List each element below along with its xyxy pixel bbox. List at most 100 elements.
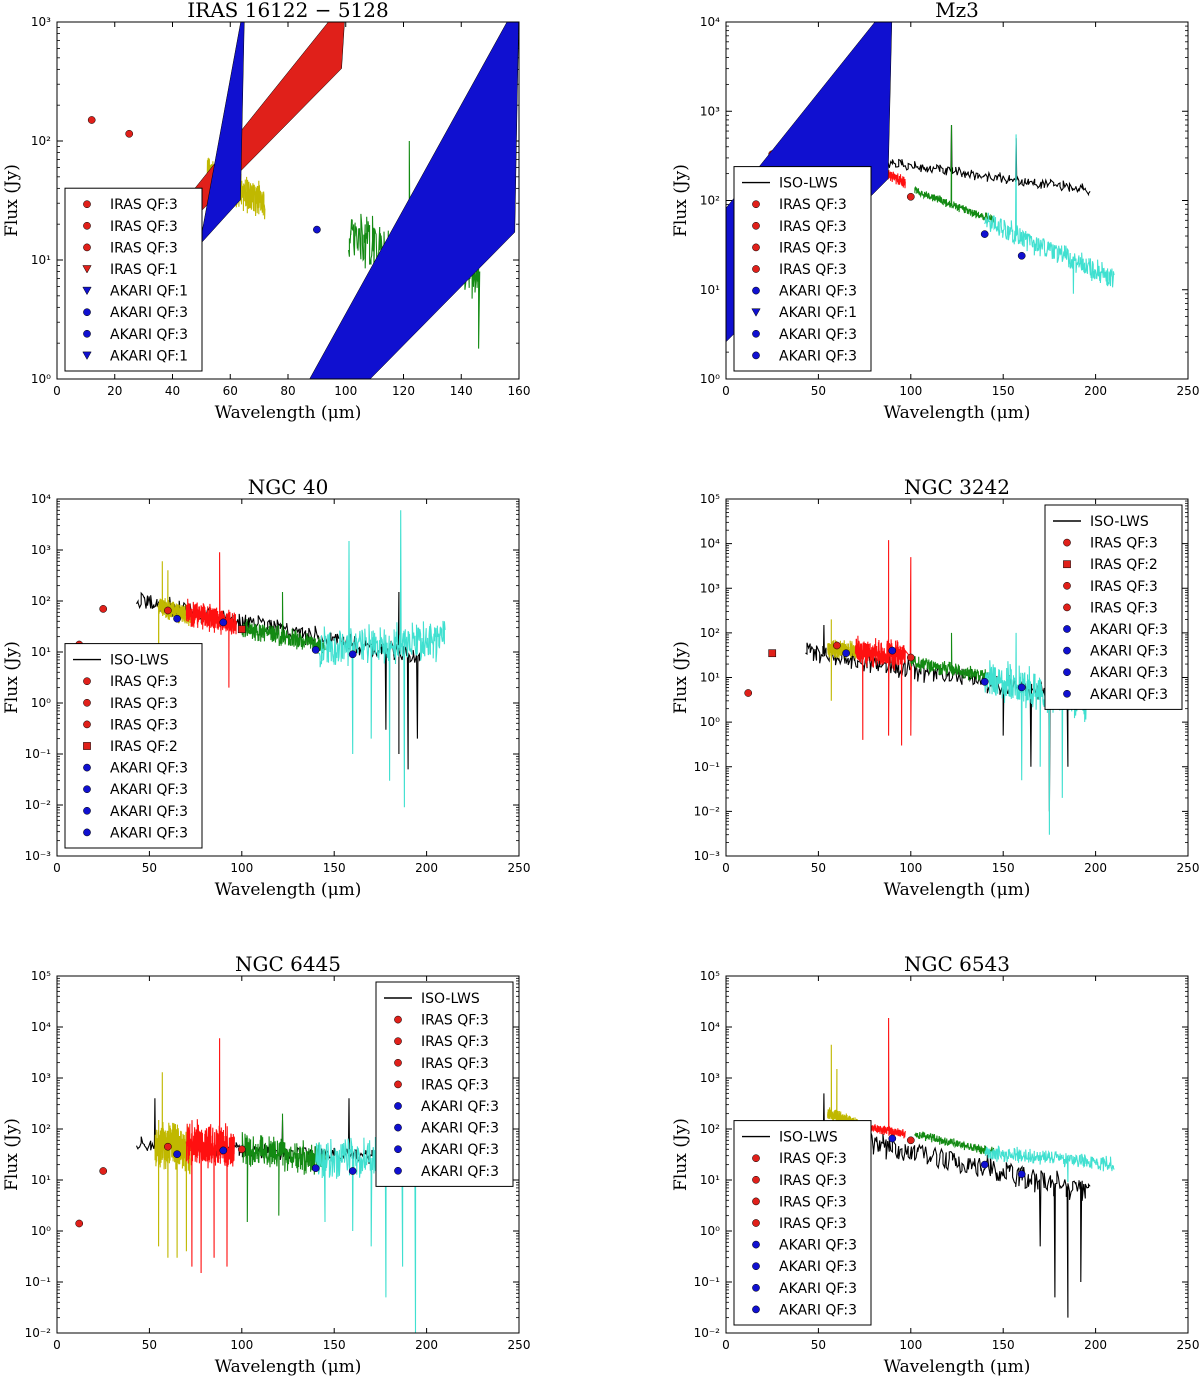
legend-box <box>64 187 203 372</box>
y-tick-label: 10⁰ <box>700 372 720 386</box>
x-tick-label: 50 <box>142 861 157 875</box>
y-axis-label: Flux (Jy) <box>671 1118 691 1191</box>
spectrum-line <box>185 1038 235 1274</box>
legend-marker <box>83 243 91 252</box>
data-point <box>980 230 989 238</box>
legend-marker <box>1063 668 1071 677</box>
y-tick-label: 10⁻¹ <box>25 1275 52 1289</box>
legend-label: IRAS QF:3 <box>779 1194 847 1210</box>
legend-label: IRAS QF:3 <box>110 717 178 733</box>
x-axis-label: Wavelength (μm) <box>215 880 362 900</box>
spectrum-line <box>854 540 912 746</box>
y-tick-label: 10⁻² <box>25 1326 52 1340</box>
legend-marker <box>751 308 761 317</box>
data-point <box>1017 683 1026 692</box>
legend-label: ISO-LWS <box>1090 514 1149 530</box>
data-point <box>311 646 320 654</box>
x-tick-label: 200 <box>415 861 438 875</box>
x-tick-label: 100 <box>334 384 357 398</box>
y-tick-label: 10¹ <box>700 283 720 297</box>
x-axis-label: Wavelength (μm) <box>215 403 362 423</box>
data-point <box>309 22 519 379</box>
x-tick-label: 60 <box>223 384 238 398</box>
legend-marker <box>752 1175 760 1184</box>
y-tick-label: 10⁰ <box>31 372 51 386</box>
legend-marker <box>1063 625 1071 633</box>
y-tick-label: 10⁵ <box>700 492 720 506</box>
legend-marker <box>752 1219 760 1227</box>
legend-marker <box>83 720 91 729</box>
legend-label: IRAS QF:3 <box>1090 600 1158 616</box>
chart-title: Mz3 <box>935 0 979 22</box>
axes-frame <box>725 975 1189 1334</box>
data-point <box>99 1167 108 1175</box>
axes-frame <box>56 21 520 380</box>
y-tick-label: 10⁴ <box>31 492 51 506</box>
legend-marker <box>83 200 91 209</box>
y-tick-label: 10² <box>700 194 720 208</box>
data-point <box>348 650 357 659</box>
data-point <box>125 129 134 138</box>
x-tick-label: 200 <box>1084 861 1107 875</box>
y-tick-label: 10¹ <box>31 1173 51 1187</box>
legend-marker <box>394 1102 402 1110</box>
data-point <box>99 605 108 613</box>
x-tick-label: 40 <box>165 384 180 398</box>
data-point <box>1017 251 1026 260</box>
spectrum-line <box>157 561 191 719</box>
data-point <box>906 192 915 201</box>
x-tick-label: 80 <box>280 384 295 398</box>
data-point <box>87 116 96 124</box>
legend-label: IRAS QF:3 <box>1090 579 1158 595</box>
legend-label: AKARI QF:3 <box>779 1259 857 1275</box>
data-point <box>173 614 181 623</box>
legend-marker <box>752 200 760 209</box>
spectrum-line <box>318 510 446 808</box>
y-axis-label: Flux (Jy) <box>671 641 691 714</box>
legend-label: AKARI QF:3 <box>1090 665 1168 681</box>
x-tick-label: 140 <box>450 384 473 398</box>
legend: IRAS QF:3 IRAS QF:3 IRAS QF:3 IRAS QF:1 AKAR… <box>64 187 203 372</box>
plot-area <box>75 510 446 808</box>
y-tick-label: 10⁻² <box>25 798 52 812</box>
legend-label: AKARI QF:3 <box>779 1302 857 1318</box>
y-tick-label: 10³ <box>700 581 720 595</box>
legend: ISO-LWS IRAS QF:3 IRAS QF:3 IRAS QF:3 IRAS Q… <box>733 1120 872 1326</box>
legend-marker <box>1063 581 1071 590</box>
data-point <box>75 1219 84 1228</box>
x-tick-label: 100 <box>899 861 922 875</box>
spectrum-line <box>185 552 237 688</box>
plot-area <box>726 22 1115 343</box>
data-point <box>219 1146 228 1155</box>
legend-label: ISO-LWS <box>779 176 838 192</box>
y-tick-label: 10¹ <box>700 1173 720 1187</box>
legend-marker <box>83 677 91 686</box>
legend-marker <box>1063 603 1071 612</box>
legend-marker <box>752 286 760 295</box>
legend-marker <box>1063 689 1071 698</box>
spectrum-line <box>984 134 1115 294</box>
legend-marker <box>752 243 760 252</box>
legend-marker <box>394 1080 402 1089</box>
legend-marker <box>394 1015 402 1024</box>
legend-label: IRAS QF:2 <box>1090 557 1158 573</box>
legend-marker <box>752 265 760 273</box>
data-point <box>980 677 989 686</box>
y-tick-label: 10⁰ <box>31 1224 51 1238</box>
legend-marker <box>83 763 91 772</box>
legend-label: IRAS QF:3 <box>110 696 178 712</box>
x-tick-label: 100 <box>899 1338 922 1352</box>
x-axis-label: Wavelength (μm) <box>884 403 1031 423</box>
y-tick-label: 10⁵ <box>700 969 720 983</box>
spectrum-line <box>827 619 860 701</box>
legend-label: AKARI QF:3 <box>110 327 188 343</box>
y-tick-label: 10⁻¹ <box>694 760 721 774</box>
chart-panel-4: NGC 3242 Wavelength (μm) Flux (Jy) 0 50 100 15… <box>671 475 1199 900</box>
x-axis-label: Wavelength (μm) <box>215 1357 362 1377</box>
legend-label: IRAS QF:1 <box>110 262 178 278</box>
x-tick-label: 0 <box>53 861 61 875</box>
legend-marker <box>1063 538 1071 547</box>
y-axis-label: Flux (Jy) <box>2 164 22 237</box>
data-point <box>888 1134 897 1143</box>
x-tick-label: 0 <box>722 1338 730 1352</box>
